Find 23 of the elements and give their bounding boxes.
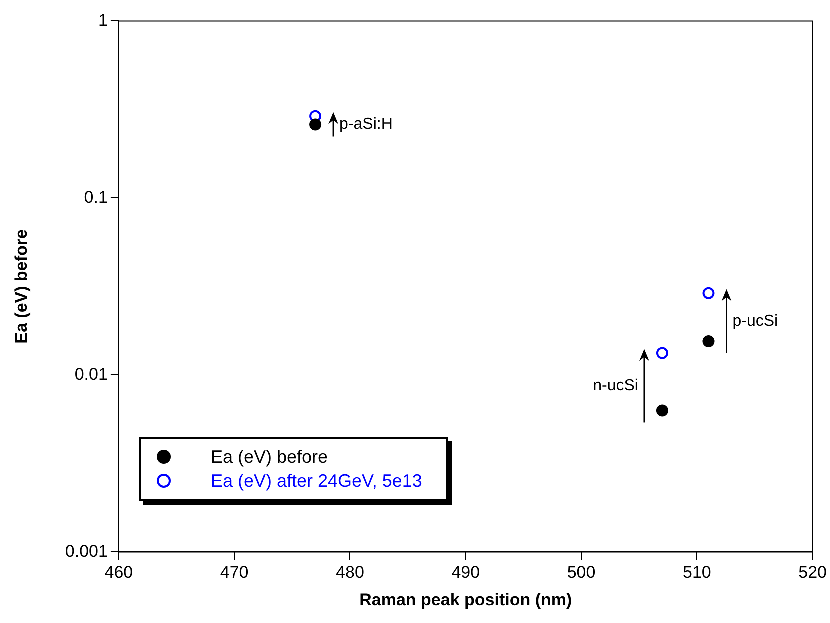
- y-axis-title: Ea (eV) before: [12, 230, 31, 344]
- x-axis-title: Raman peak position (nm): [360, 590, 572, 610]
- annotation: p-aSi:H: [340, 116, 393, 133]
- point: [656, 347, 668, 360]
- y-tick-label: 1: [98, 10, 108, 30]
- y-tick-label: 0.01: [74, 364, 108, 384]
- annotation: n-ucSi: [593, 377, 638, 394]
- x-tick-label: 460: [104, 563, 134, 582]
- point: [702, 287, 715, 300]
- x-tick-label: 480: [336, 563, 364, 582]
- point: [310, 118, 322, 131]
- point: [656, 404, 668, 417]
- annotation: p-ucSi: [732, 312, 778, 330]
- x-tick-label: 510: [682, 563, 712, 582]
- x-tick-label: 520: [798, 563, 828, 582]
- legend-label: Ea (eV) before: [210, 446, 328, 470]
- x-tick-label: 490: [452, 563, 480, 582]
- point: [702, 336, 715, 348]
- legend-label: Ea (eV) after 24GeV, 5e13: [210, 470, 422, 494]
- y-tick-label: 0.001: [65, 542, 108, 561]
- x-tick-label: 500: [567, 563, 596, 582]
- y-tick-label: 0.1: [84, 188, 108, 207]
- x-tick-label: 470: [220, 563, 249, 582]
